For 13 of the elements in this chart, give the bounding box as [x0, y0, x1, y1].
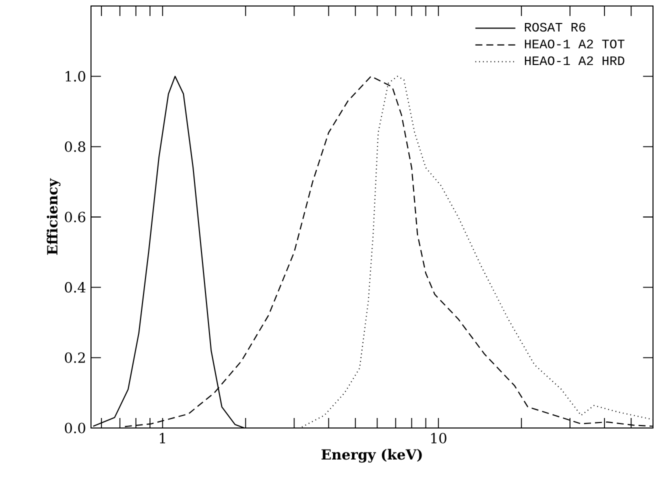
y-tick-label: 0.2	[64, 352, 85, 363]
x-axis-title: Energy (keV)	[322, 448, 422, 463]
legend-label: HEAO-1 A2 TOT	[524, 40, 624, 48]
y-axis-title: Efficiency	[46, 178, 60, 255]
legend-label: ROSAT R6	[524, 22, 586, 32]
y-tick-label: 0.4	[64, 282, 86, 293]
legend-label: HEAO-1 A2 HRD	[524, 56, 624, 66]
y-tick-label: 0.8	[64, 141, 86, 152]
x-tick-label: 10	[431, 432, 446, 444]
x-tick-label: 1	[160, 432, 166, 444]
y-tick-label: 1.0	[66, 71, 86, 82]
y-tick-label: 0.6	[64, 212, 86, 222]
y-tick-label: 0.0	[64, 422, 86, 434]
